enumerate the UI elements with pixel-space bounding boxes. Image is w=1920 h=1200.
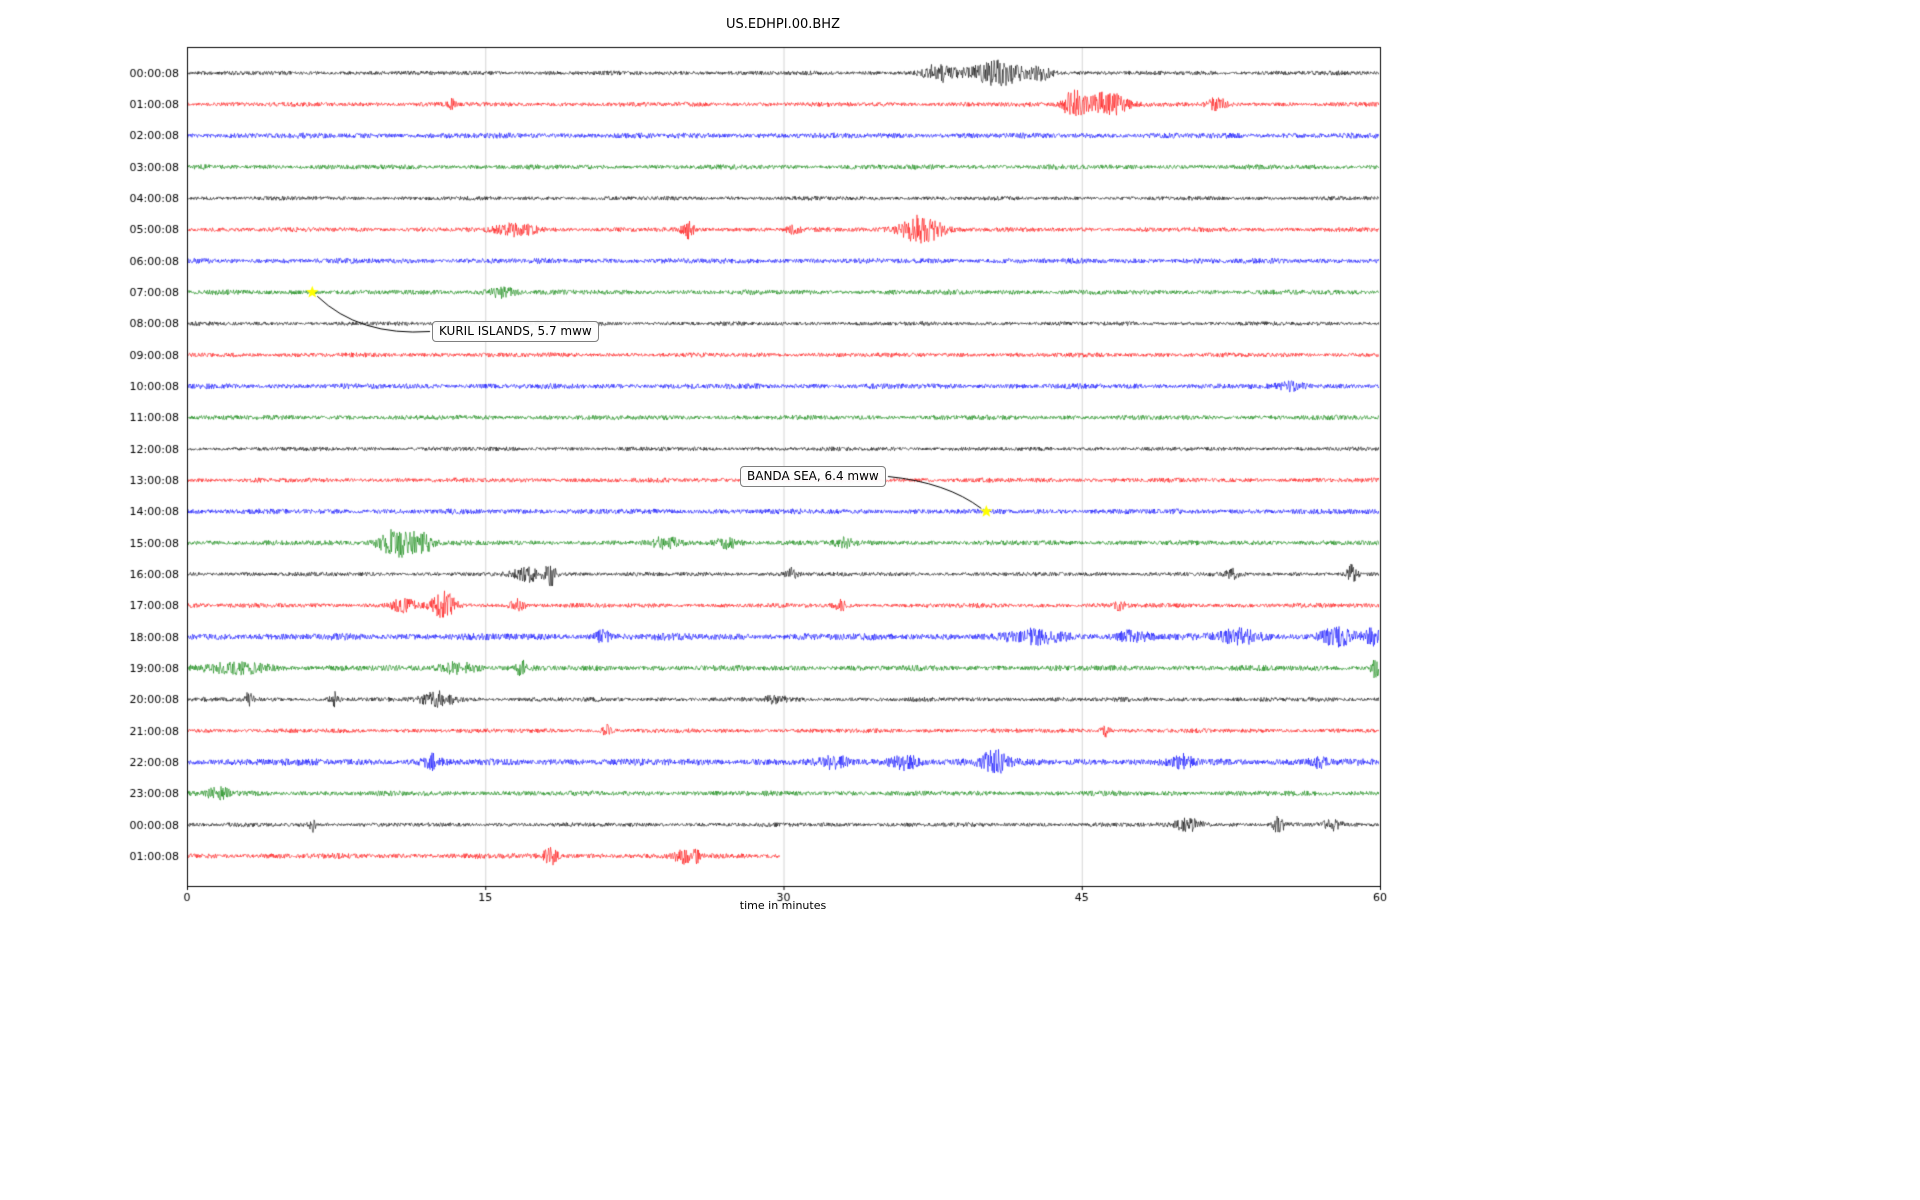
plot-title: US.EDHPI.00.BHZ xyxy=(726,17,840,32)
x-axis-label: time in minutes xyxy=(739,899,827,912)
event-annotation: BANDA SEA, 6.4 mww xyxy=(740,466,886,487)
event-annotation: KURIL ISLANDS, 5.7 mww xyxy=(432,321,599,342)
